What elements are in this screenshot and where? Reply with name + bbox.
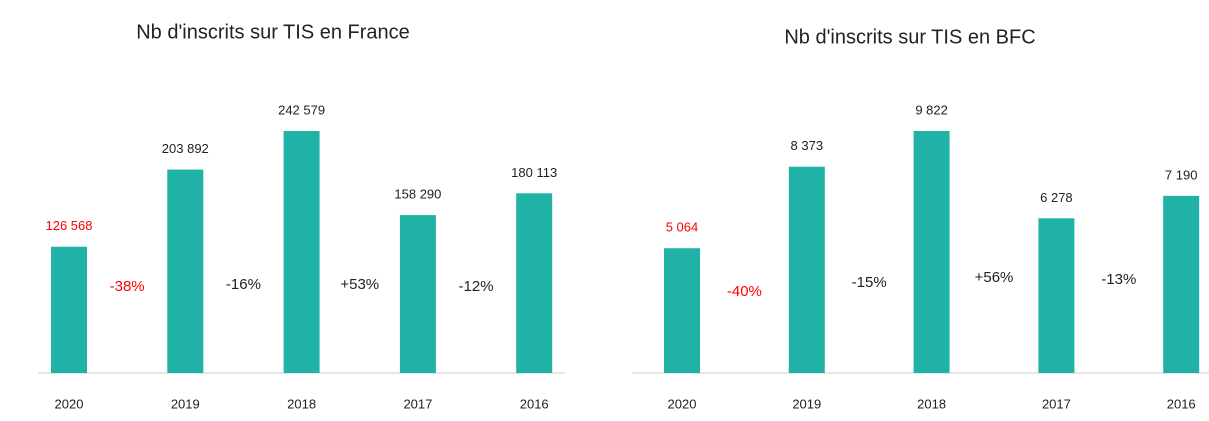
value-label: 180 113 xyxy=(511,165,557,180)
x-tick-label: 2020 xyxy=(668,396,697,411)
annotation: +53% xyxy=(340,276,379,293)
x-tick-label: 2019 xyxy=(171,396,200,411)
annotation: -16% xyxy=(226,276,261,293)
bar xyxy=(516,193,553,373)
annotation: -13% xyxy=(1101,271,1136,288)
value-label: 126 568 xyxy=(46,218,93,233)
value-label: 203 892 xyxy=(162,141,209,156)
annotation: -40% xyxy=(727,283,762,300)
bar xyxy=(1163,195,1200,373)
annotation: -12% xyxy=(459,278,494,295)
bar xyxy=(788,166,825,373)
value-label: 8 373 xyxy=(791,138,824,153)
value-label: 9 822 xyxy=(915,102,948,117)
x-tick-label: 2017 xyxy=(1042,396,1071,411)
x-tick-label: 2020 xyxy=(55,396,84,411)
bar xyxy=(283,131,320,373)
value-label: 5 064 xyxy=(666,220,699,235)
bar xyxy=(399,215,436,373)
value-label: 7 190 xyxy=(1165,167,1198,182)
chart-title: Nb d'inscrits sur TIS en BFC xyxy=(784,26,1035,48)
x-tick-label: 2019 xyxy=(792,396,821,411)
x-tick-label: 2016 xyxy=(520,396,549,411)
x-tick-label: 2016 xyxy=(1167,396,1196,411)
bar xyxy=(1038,218,1075,373)
x-tick-label: 2017 xyxy=(403,396,432,411)
annotation: +56% xyxy=(975,269,1014,286)
bar xyxy=(913,131,950,373)
chart-title: Nb d'inscrits sur TIS en France xyxy=(136,21,410,43)
bar xyxy=(664,248,700,373)
value-label: 158 290 xyxy=(394,187,441,202)
value-label: 6 278 xyxy=(1040,190,1073,205)
bar xyxy=(167,169,204,373)
value-label: 242 579 xyxy=(278,102,325,117)
annotation: -38% xyxy=(110,278,145,295)
annotation: -15% xyxy=(852,274,887,291)
x-tick-label: 2018 xyxy=(917,396,946,411)
bar xyxy=(51,246,87,373)
x-tick-label: 2018 xyxy=(287,396,316,411)
